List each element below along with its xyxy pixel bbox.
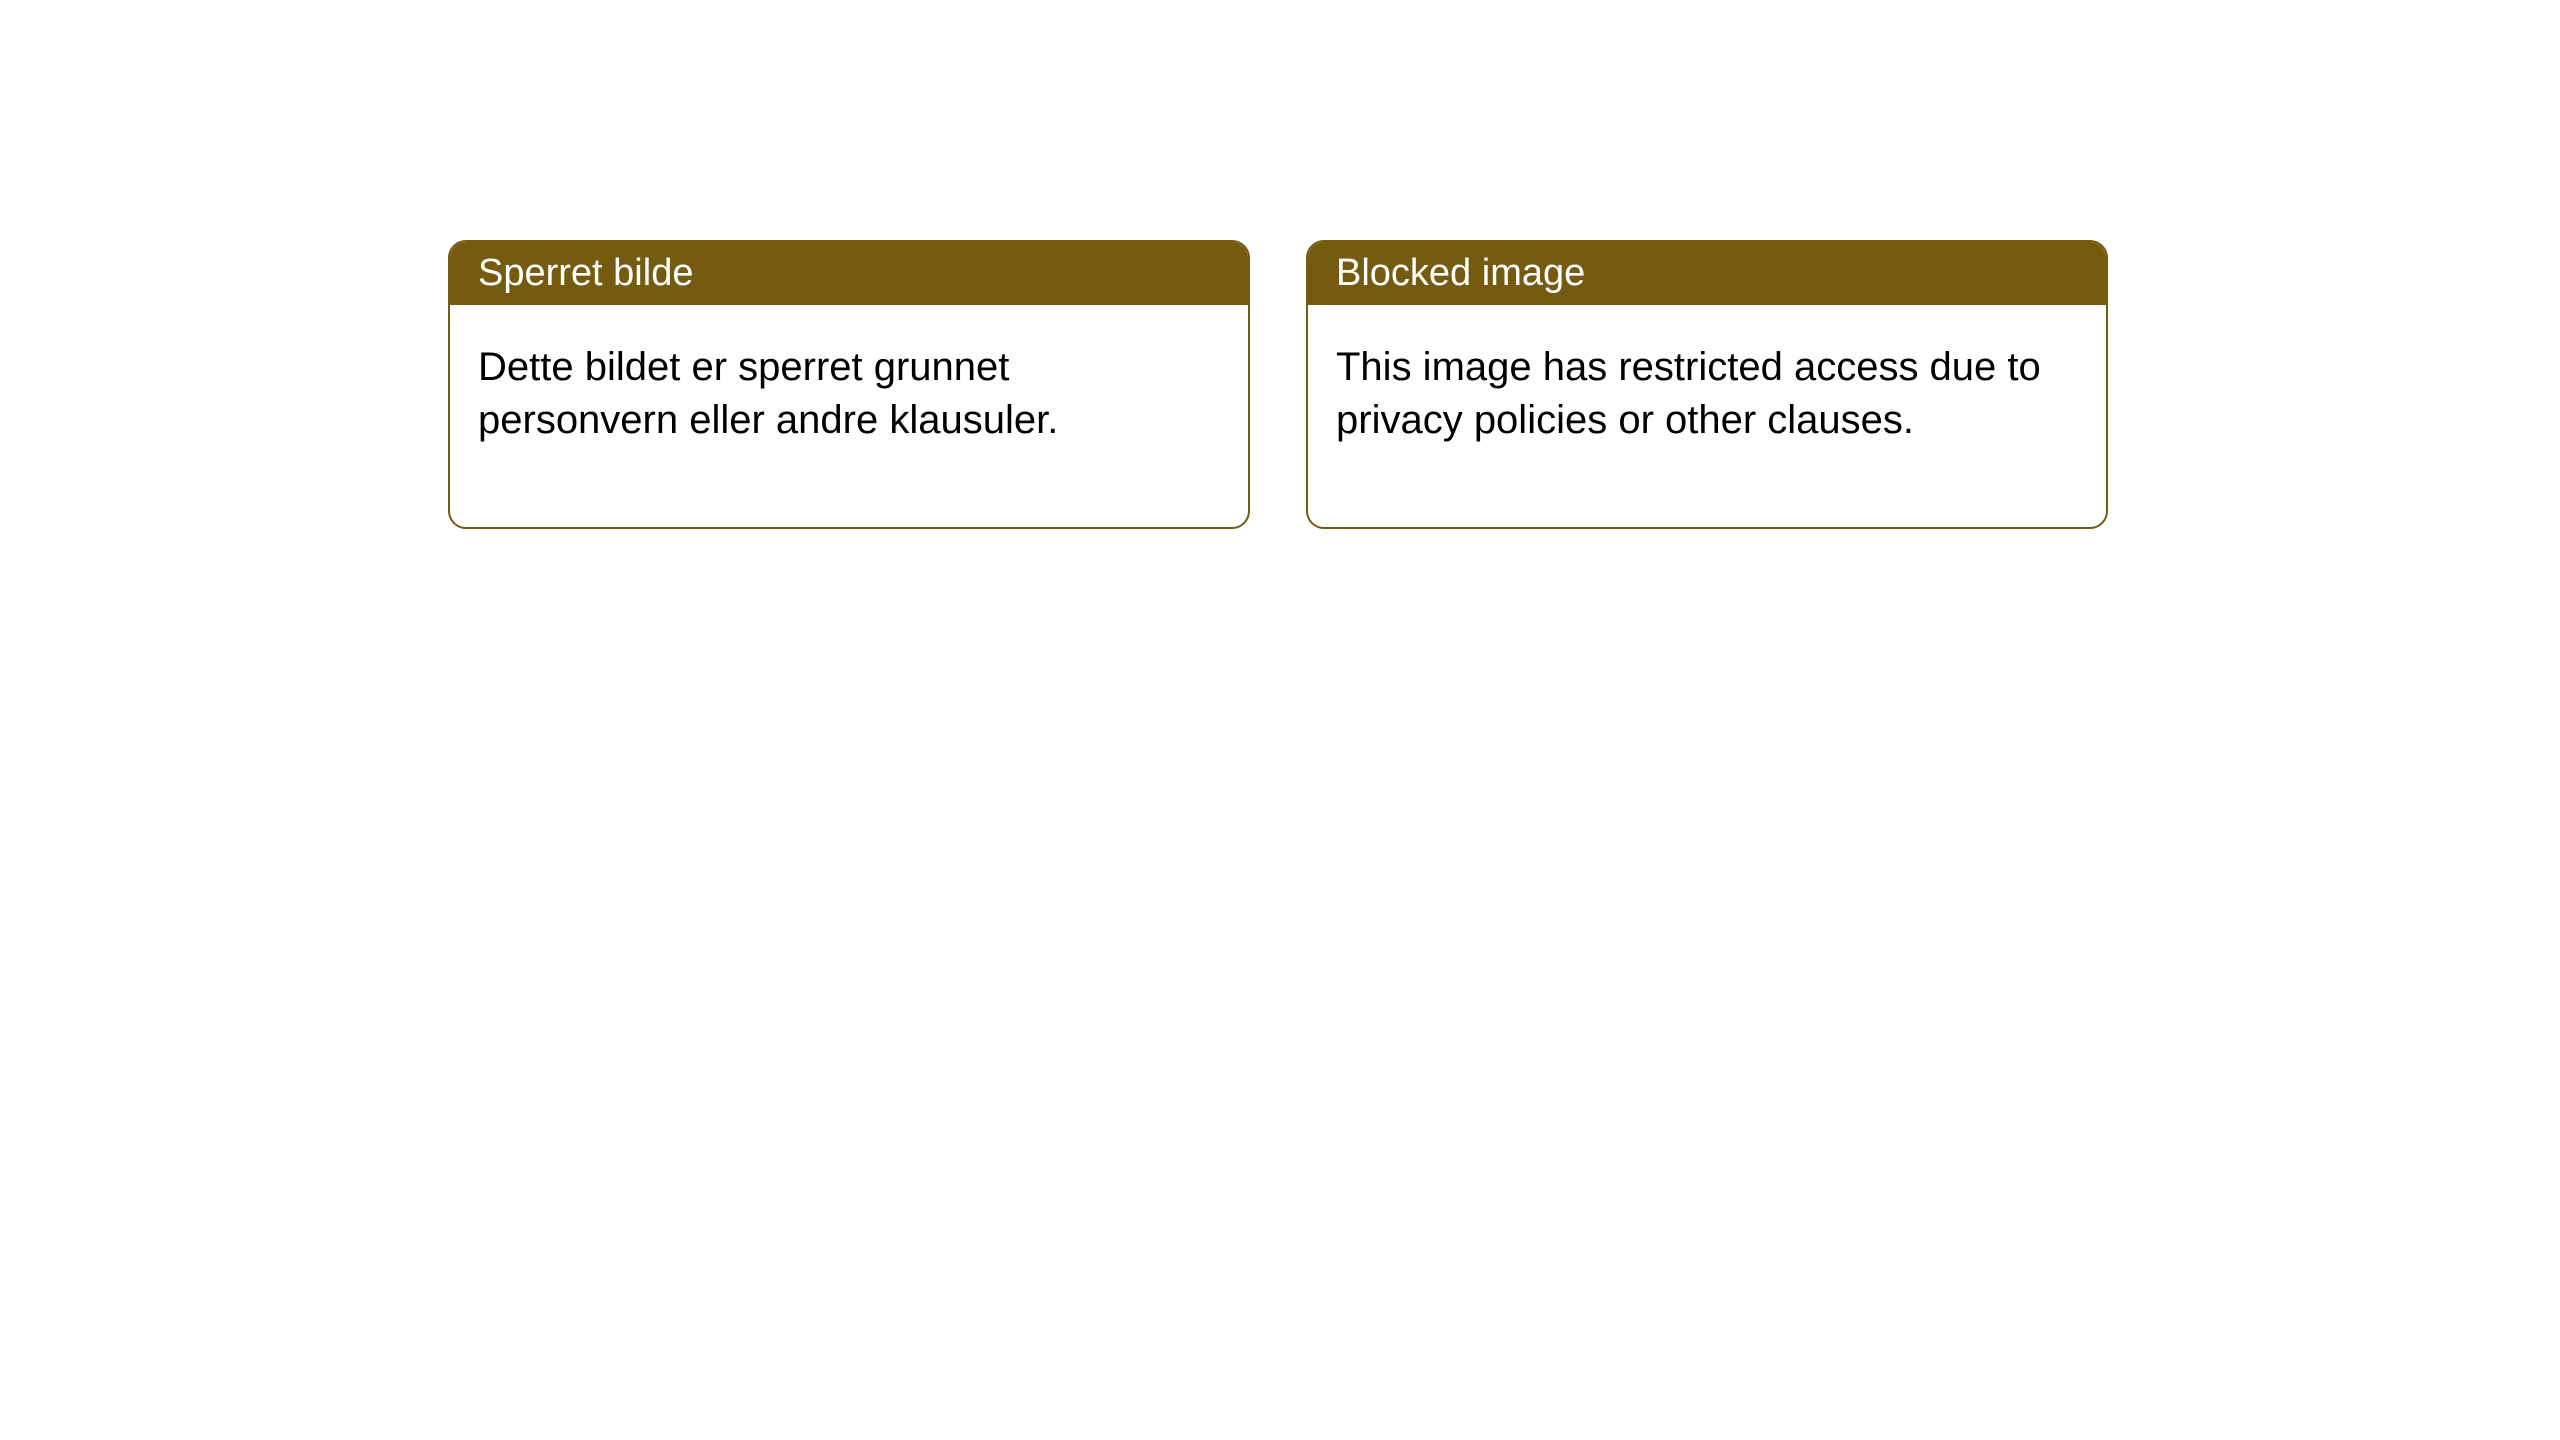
notice-card-title: Sperret bilde	[478, 252, 693, 294]
notice-card-english: Blocked image This image has restricted …	[1306, 240, 2108, 529]
notice-card-body: Dette bildet er sperret grunnet personve…	[450, 305, 1248, 527]
notice-card-text: Dette bildet er sperret grunnet personve…	[478, 345, 1058, 442]
notice-card-title: Blocked image	[1336, 252, 1585, 294]
notice-cards-container: Sperret bilde Dette bildet er sperret gr…	[0, 0, 2560, 529]
notice-card-text: This image has restricted access due to …	[1336, 345, 2041, 442]
notice-card-header: Blocked image	[1308, 242, 2106, 305]
notice-card-body: This image has restricted access due to …	[1308, 305, 2106, 527]
notice-card-header: Sperret bilde	[450, 242, 1248, 305]
notice-card-norwegian: Sperret bilde Dette bildet er sperret gr…	[448, 240, 1250, 529]
